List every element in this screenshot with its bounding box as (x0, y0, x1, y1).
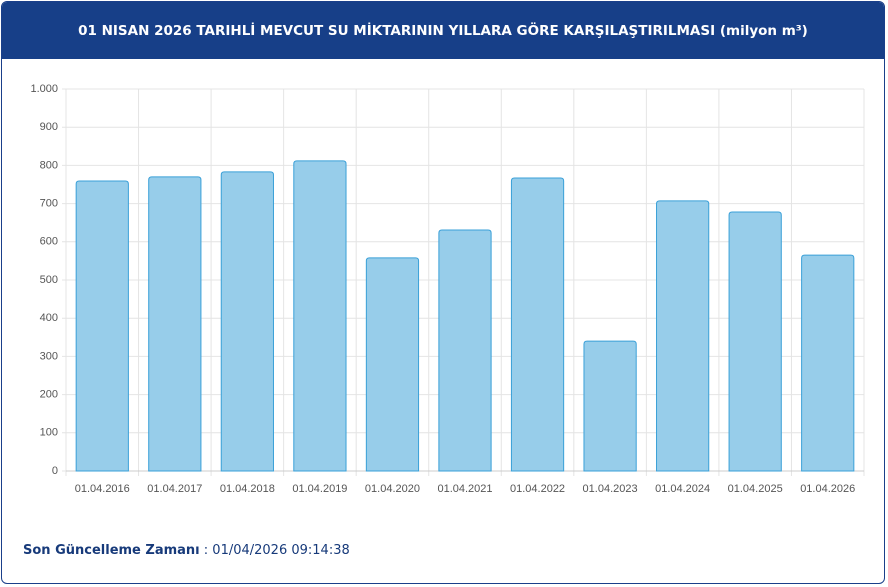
x-tick-label: 01.04.2016 (75, 483, 130, 495)
y-tick-label: 700 (40, 198, 58, 210)
x-tick-label: 01.04.2020 (365, 483, 420, 495)
footer-separator: : (203, 543, 209, 558)
bar (148, 176, 202, 472)
y-tick-label: 900 (40, 121, 58, 133)
bar (583, 340, 637, 472)
y-tick-label: 300 (40, 350, 58, 362)
bar (801, 254, 855, 472)
y-tick-label: 400 (40, 312, 58, 324)
x-tick-label: 01.04.2019 (292, 483, 347, 495)
x-tick-label: 01.04.2018 (220, 483, 275, 495)
chart-title: 01 NISAN 2026 TARIHLİ MEVCUT SU MİKTARIN… (2, 2, 884, 59)
bar (220, 171, 274, 472)
x-tick-label: 01.04.2017 (147, 483, 202, 495)
y-tick-label: 800 (40, 159, 58, 171)
bar (510, 177, 565, 472)
x-tick-label: 01.04.2021 (437, 483, 492, 495)
x-tick-label: 01.04.2024 (655, 483, 710, 495)
x-tick-label: 01.04.2022 (510, 483, 565, 495)
x-tick-label: 01.04.2023 (583, 483, 638, 495)
bar (75, 180, 129, 472)
y-tick-label: 100 (40, 427, 58, 439)
bar (656, 200, 710, 472)
footer: Son Güncelleme Zamanı : 01/04/2026 09:14… (23, 543, 350, 558)
y-tick-label: 600 (40, 236, 58, 248)
y-tick-label: 500 (40, 274, 58, 286)
bar (728, 211, 782, 472)
bar (438, 229, 492, 472)
bar (293, 160, 347, 472)
footer-value: 01/04/2026 09:14:38 (212, 543, 350, 558)
x-tick-label: 01.04.2025 (728, 483, 783, 495)
bar (365, 257, 420, 472)
footer-label: Son Güncelleme Zamanı (23, 543, 200, 558)
x-tick-label: 01.04.2026 (800, 483, 855, 495)
y-tick-label: 0 (52, 465, 58, 477)
y-tick-label: 200 (40, 389, 58, 401)
y-tick-label: 1.000 (30, 83, 58, 95)
